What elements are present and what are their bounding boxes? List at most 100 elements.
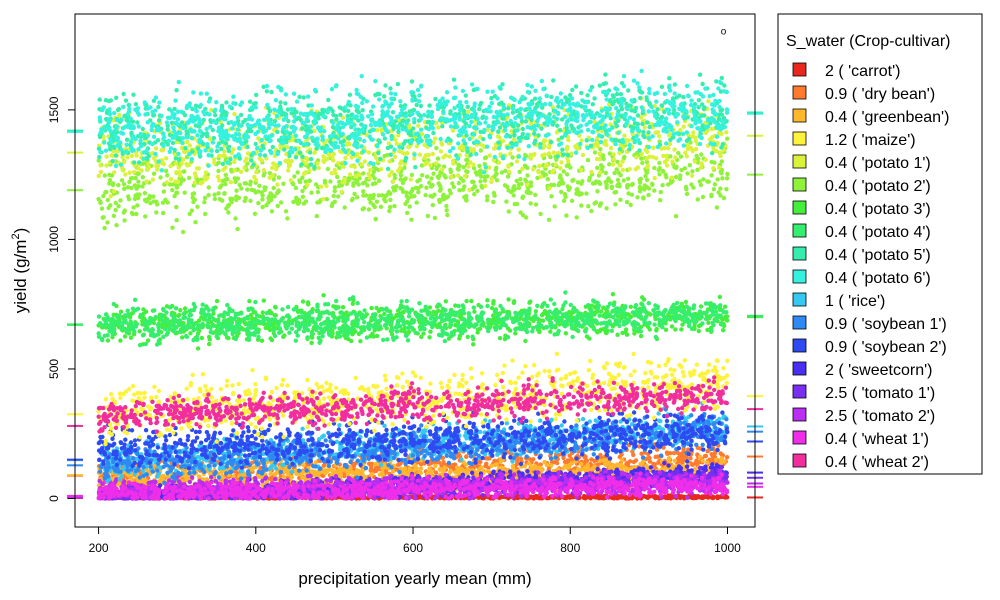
data-point: [273, 476, 278, 482]
data-point: [644, 472, 650, 477]
data-point: [637, 466, 642, 471]
data-point: [566, 465, 571, 470]
data-point: [677, 465, 682, 470]
data-point: [653, 454, 658, 460]
data-point: [485, 456, 490, 461]
data-point: [565, 458, 571, 463]
data-point: [339, 467, 344, 472]
data-points-layer: o: [96, 27, 730, 501]
data-point: [360, 471, 365, 476]
data-point: [690, 462, 695, 467]
data-point: [570, 460, 575, 465]
data-point: [526, 461, 532, 466]
data-point: [619, 465, 624, 471]
data-point: [718, 451, 723, 456]
data-point: [452, 477, 457, 482]
data-point: [498, 459, 503, 465]
data-point: [483, 463, 488, 469]
data-point: [603, 457, 608, 463]
data-point: [517, 473, 522, 478]
data-point: [316, 471, 321, 476]
data-point: [619, 457, 625, 463]
data-point: [624, 466, 629, 471]
data-point: [616, 475, 622, 480]
data-point: [715, 494, 720, 499]
data-point: [603, 469, 608, 474]
data-point: [375, 478, 381, 483]
data-point: [577, 471, 582, 476]
data-point: [414, 466, 419, 471]
data-point: [672, 458, 678, 463]
data-point: [703, 453, 709, 459]
data-point: [703, 464, 708, 469]
data-point: [380, 466, 385, 471]
data-point: [249, 466, 254, 472]
data-point: [129, 476, 134, 481]
data-point: [688, 456, 693, 461]
data-point: [448, 469, 453, 475]
data-point: [429, 469, 435, 474]
data-point: [471, 475, 476, 480]
data-point: [353, 471, 358, 476]
data-point: [268, 471, 273, 477]
data-point: [675, 469, 680, 474]
data-point: [697, 465, 703, 471]
data-point: [631, 452, 636, 458]
data-point: [390, 469, 396, 474]
data-point: [443, 472, 448, 477]
data-point: [379, 472, 385, 477]
data-point: [480, 493, 485, 498]
data-point: [272, 472, 278, 477]
data-point: [705, 449, 710, 454]
data-point: [714, 457, 719, 462]
data-point: [196, 474, 202, 479]
data-point: [368, 467, 374, 472]
data-point: [536, 470, 541, 475]
data-point: [662, 460, 667, 466]
data-point: [540, 467, 545, 473]
data-point: [464, 454, 469, 459]
data-point: [510, 463, 516, 469]
data-point: [576, 466, 581, 472]
data-point: [685, 495, 690, 500]
data-point: [309, 469, 315, 474]
data-point: [707, 472, 712, 477]
data-point: [704, 460, 710, 465]
data-point: [491, 469, 496, 474]
data-point: [525, 469, 530, 474]
data-point: [684, 464, 690, 469]
data-point: [465, 467, 470, 472]
data-point: [614, 462, 620, 467]
data-point: [630, 449, 635, 454]
data-point: [313, 460, 319, 465]
data-point: [489, 476, 495, 481]
data-point: [457, 470, 462, 475]
data-point: [678, 495, 683, 501]
data-point: [508, 469, 513, 474]
data-point: [679, 454, 685, 460]
data-point: [724, 474, 729, 479]
data-point: [652, 495, 657, 500]
data-point: [531, 496, 536, 501]
data-point: [641, 467, 646, 472]
data-point: [683, 471, 689, 477]
data-point: [433, 470, 439, 475]
data-point: [515, 494, 520, 499]
data-point: [485, 469, 491, 474]
data-point: [442, 465, 447, 470]
data-point: [667, 456, 672, 461]
data-point: [633, 458, 639, 463]
data-point: [283, 469, 289, 474]
data-point: [710, 462, 715, 467]
data-point: [433, 463, 438, 469]
data-point: [595, 467, 600, 472]
data-point: [667, 472, 672, 478]
data-point: [648, 465, 654, 470]
data-point: [619, 470, 625, 475]
data-point: [535, 466, 540, 471]
data-point: [584, 458, 590, 463]
data-point: [626, 474, 631, 479]
data-point: [665, 451, 670, 456]
